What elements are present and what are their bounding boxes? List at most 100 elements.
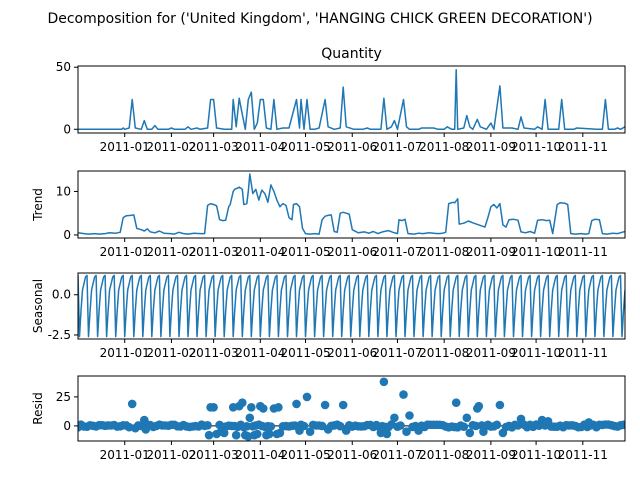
resid-point — [399, 390, 408, 399]
resid-point — [242, 422, 252, 431]
resid-point — [259, 404, 268, 413]
x-tick-label: 2011-07 — [372, 140, 422, 154]
x-tick-label: 2011-03 — [189, 448, 239, 462]
x-tick-label: 2011-08 — [419, 140, 469, 154]
x-tick-label: 2011-11 — [558, 245, 608, 259]
observed-data — [78, 68, 625, 131]
resid-point — [465, 428, 475, 438]
resid-point — [396, 421, 405, 430]
x-tick-label: 2011-04 — [235, 245, 285, 259]
x-tick-label: 2011-05 — [280, 448, 330, 462]
y-tick-label: 0 — [63, 419, 71, 433]
y-tick-label: 50 — [56, 60, 71, 74]
trend-frame — [77, 170, 626, 239]
resid-point — [619, 420, 625, 430]
panel-trend: 0102011-012011-022011-032011-042011-0520… — [31, 170, 626, 259]
resid-point — [302, 392, 312, 402]
y-axis-label: Seasonal — [31, 279, 45, 333]
x-tick-label: 2011-09 — [466, 245, 516, 259]
resid-point — [219, 428, 229, 438]
x-tick-label: 2011-07 — [372, 448, 422, 462]
resid-point — [335, 421, 345, 431]
panel-seasonal: 0.0-2.52011-012011-022011-032011-042011-… — [31, 272, 626, 360]
x-tick-label: 2011-08 — [419, 346, 469, 360]
observed-line — [78, 68, 625, 131]
resid-point — [305, 427, 315, 437]
x-tick-label: 2011-04 — [235, 346, 285, 360]
resid-point — [451, 398, 461, 408]
x-tick-label: 2011-01 — [100, 245, 150, 259]
trend-line — [78, 173, 625, 235]
resid-point — [245, 413, 255, 423]
resid-data — [78, 377, 625, 441]
resid-point — [338, 400, 348, 410]
resid-point — [462, 413, 472, 423]
resid-point — [141, 425, 151, 434]
y-tick-label: 10 — [56, 184, 71, 198]
x-tick-label: 2011-04 — [235, 448, 285, 462]
x-tick-label: 2011-06 — [327, 448, 377, 462]
y-tick-label: 0.0 — [52, 288, 71, 302]
seasonal-line — [78, 274, 625, 338]
resid-point — [203, 421, 212, 430]
resid-point — [295, 426, 304, 435]
resid-point — [209, 403, 218, 412]
x-tick-label: 2011-03 — [189, 140, 239, 154]
resid-point — [379, 377, 389, 387]
panel-title: Quantity — [321, 46, 382, 62]
seasonal-data — [78, 274, 625, 338]
x-tick-label: 2011-07 — [372, 346, 422, 360]
resid-point — [473, 404, 482, 413]
resid-point — [492, 420, 502, 430]
resid-point — [390, 413, 399, 423]
resid-point — [231, 430, 241, 440]
x-tick-label: 2011-05 — [280, 245, 330, 259]
resid-point — [252, 429, 262, 439]
resid-point — [238, 398, 247, 408]
x-tick-label: 2011-05 — [280, 140, 330, 154]
resid-frame — [77, 375, 626, 442]
x-tick-label: 2011-11 — [558, 140, 608, 154]
x-tick-label: 2011-09 — [466, 346, 516, 360]
x-tick-label: 2011-01 — [100, 448, 150, 462]
x-tick-label: 2011-10 — [511, 245, 561, 259]
resid-point — [402, 427, 411, 437]
x-tick-label: 2011-05 — [280, 346, 330, 360]
x-tick-label: 2011-06 — [327, 140, 377, 154]
y-tick-label: 0 — [63, 228, 71, 242]
y-tick-label: 0 — [63, 122, 71, 136]
x-tick-label: 2011-08 — [419, 448, 469, 462]
resid-point — [265, 429, 274, 439]
x-tick-label: 2011-10 — [511, 346, 561, 360]
resid-point — [204, 430, 214, 440]
x-tick-label: 2011-01 — [100, 346, 150, 360]
y-axis-label: Resid — [31, 392, 45, 424]
resid-point — [292, 399, 301, 409]
resid-point — [584, 418, 594, 427]
resid-point — [405, 411, 414, 420]
x-tick-label: 2011-02 — [146, 448, 196, 462]
resid-point — [495, 400, 505, 410]
resid-point — [275, 428, 285, 438]
x-tick-label: 2011-02 — [146, 140, 196, 154]
resid-point — [320, 400, 330, 410]
resid-point — [274, 403, 283, 412]
panel-observed: 0502011-012011-022011-032011-042011-0520… — [56, 46, 626, 154]
resid-point — [479, 427, 488, 437]
x-tick-label: 2011-09 — [466, 140, 516, 154]
x-tick-label: 2011-03 — [189, 245, 239, 259]
y-tick-label: 25 — [56, 390, 71, 404]
observed-frame — [77, 65, 626, 134]
x-tick-label: 2011-02 — [146, 346, 196, 360]
x-tick-label: 2011-11 — [558, 448, 608, 462]
panel-resid: 0252011-012011-022011-032011-042011-0520… — [31, 375, 626, 462]
x-tick-label: 2011-07 — [372, 245, 422, 259]
y-axis-label: Trend — [31, 188, 45, 222]
panels-group: 0502011-012011-022011-032011-042011-0520… — [31, 46, 626, 462]
resid-point — [127, 399, 137, 409]
x-tick-label: 2011-06 — [327, 245, 377, 259]
x-tick-label: 2011-08 — [419, 245, 469, 259]
resid-point — [266, 422, 276, 431]
x-tick-label: 2011-02 — [146, 245, 196, 259]
